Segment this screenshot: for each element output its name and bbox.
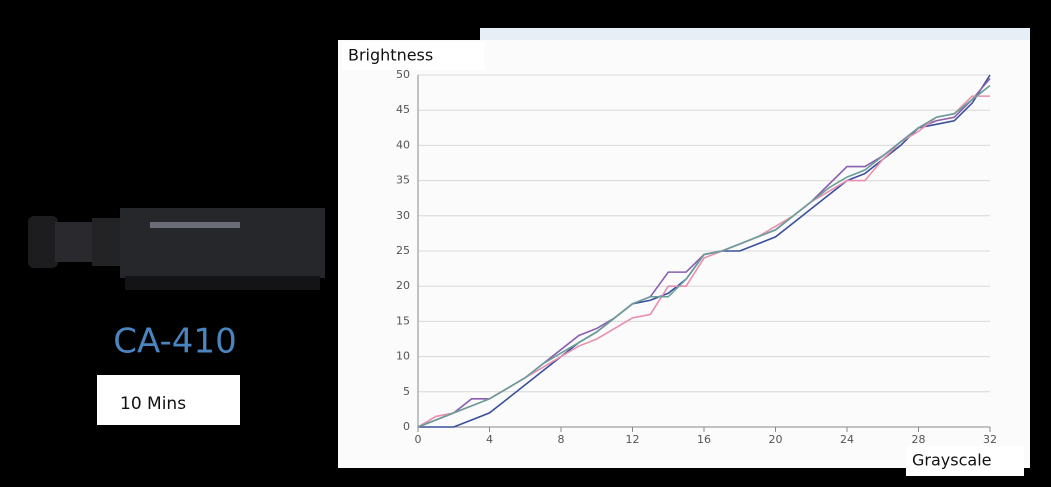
y-tick-label: 0 <box>403 420 410 433</box>
duration-box <box>97 375 240 425</box>
chart-panel <box>338 40 1030 468</box>
x-tick-label: 16 <box>697 433 711 446</box>
x-tick-label: 4 <box>486 433 493 446</box>
y-tick-label: 10 <box>396 350 410 363</box>
x-tick-label: 8 <box>558 433 565 446</box>
x-tick-label: 28 <box>912 433 926 446</box>
y-tick-label: 25 <box>396 244 410 257</box>
y-tick-label: 20 <box>396 279 410 292</box>
x-tick-label: 0 <box>415 433 422 446</box>
y-tick-label: 40 <box>396 138 410 151</box>
x-tick-label: 20 <box>769 433 783 446</box>
x-tick-label: 32 <box>983 433 997 446</box>
y-tick-label: 50 <box>396 68 410 81</box>
x-tick-label: 24 <box>840 433 854 446</box>
camera-image <box>28 208 325 290</box>
y-tick-label: 35 <box>396 174 410 187</box>
y-tick-label: 45 <box>396 103 410 116</box>
y-axis-label: Brightness <box>348 46 433 65</box>
y-tick-label: 15 <box>396 314 410 327</box>
y-tick-label: 5 <box>403 385 410 398</box>
y-tick-label: 30 <box>396 209 410 222</box>
y-label-box <box>342 42 484 70</box>
x-tick-label: 12 <box>626 433 640 446</box>
product-label: CA-410 <box>113 322 236 362</box>
duration-label: 10 Mins <box>120 394 186 414</box>
x-label-box <box>906 446 1024 476</box>
series-line <box>417 84 991 428</box>
x-axis-label: Grayscale <box>912 451 991 470</box>
